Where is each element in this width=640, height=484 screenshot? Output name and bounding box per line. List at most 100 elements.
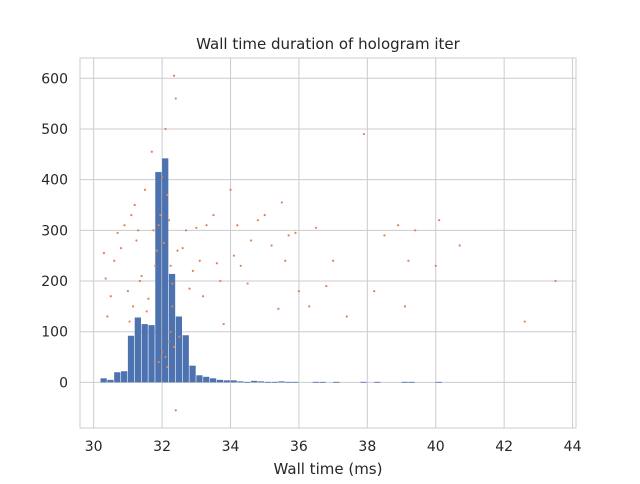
scatter-point xyxy=(191,269,194,272)
scatter-point xyxy=(314,226,318,229)
histogram-bar xyxy=(333,381,340,383)
scatter-point xyxy=(116,231,119,234)
histogram-bars xyxy=(100,158,442,383)
scatter-point xyxy=(178,335,181,338)
x-tick-labels: 30 32 34 36 38 40 42 44 xyxy=(85,439,582,455)
scatter-point xyxy=(157,361,160,364)
histogram-bar xyxy=(292,381,299,383)
scatter-point xyxy=(195,226,198,229)
x-axis-label: Wall time (ms) xyxy=(274,460,383,478)
scatter-point xyxy=(256,219,259,222)
scatter-point xyxy=(332,259,335,262)
scatter-point xyxy=(135,239,138,242)
x-tick-label: 32 xyxy=(153,439,171,455)
scatter-point xyxy=(407,259,410,262)
scatter-point xyxy=(126,290,129,293)
histogram-bar xyxy=(278,381,285,383)
scatter-point xyxy=(345,315,348,318)
scatter-point xyxy=(383,234,386,237)
histogram-bar xyxy=(257,381,265,383)
scatter-point xyxy=(212,214,215,217)
scatter-point xyxy=(152,229,155,232)
histogram-bar xyxy=(127,335,135,383)
histogram-bar xyxy=(203,376,210,383)
scatter-point xyxy=(198,259,201,262)
histogram-bar xyxy=(244,381,251,383)
scatter-point xyxy=(308,305,311,308)
scatter-point xyxy=(222,322,225,326)
scatter-point xyxy=(157,224,160,227)
scatter-point xyxy=(184,229,188,232)
scatter-point xyxy=(128,320,131,323)
y-tick-label: 100 xyxy=(41,325,68,341)
histogram-bar xyxy=(148,325,155,383)
histogram-bar xyxy=(223,380,230,383)
scatter-point xyxy=(373,290,376,293)
scatter-point xyxy=(403,305,407,308)
scatter-point xyxy=(164,355,167,359)
scatter-point xyxy=(239,264,242,267)
scatter-point xyxy=(215,262,218,265)
histogram-bar xyxy=(285,381,292,383)
scatter-point xyxy=(104,277,107,280)
scatter-point xyxy=(130,214,133,217)
scatter-point xyxy=(397,224,400,227)
scatter-point xyxy=(205,224,208,227)
scatter-point xyxy=(280,201,283,204)
scatter-point xyxy=(236,224,239,227)
y-tick-label: 300 xyxy=(41,223,68,239)
scatter-point xyxy=(362,132,366,136)
scatter-point xyxy=(174,97,177,100)
scatter-point xyxy=(123,224,126,227)
scatter-point xyxy=(106,315,109,318)
histogram-bar xyxy=(264,381,271,383)
scatter-point xyxy=(171,305,174,308)
scatter-point xyxy=(154,264,157,267)
scatter-point xyxy=(414,229,417,232)
scatter-point xyxy=(174,409,177,412)
scatter-points xyxy=(102,74,557,412)
scatter-point xyxy=(109,295,112,298)
scatter-point xyxy=(277,307,280,310)
scatter-point xyxy=(434,264,437,267)
scatter-point xyxy=(287,234,290,237)
scatter-point xyxy=(263,214,266,217)
scatter-point xyxy=(167,219,171,222)
y-tick-label: 500 xyxy=(41,122,68,138)
scatter-point xyxy=(294,231,297,234)
y-tick-label: 400 xyxy=(41,173,68,189)
scatter-point xyxy=(113,259,116,262)
histogram-bar xyxy=(216,379,224,383)
histogram-bar xyxy=(196,375,203,383)
scatter-point xyxy=(145,310,148,313)
scatter-point xyxy=(162,241,165,245)
histogram-bar xyxy=(237,381,244,383)
scatter-point xyxy=(133,203,136,207)
scatter-point xyxy=(140,274,143,278)
scatter-point xyxy=(554,279,557,283)
scatter-point xyxy=(166,193,169,196)
x-tick-label: 36 xyxy=(290,439,308,455)
scatter-point xyxy=(143,188,147,191)
histogram-bar xyxy=(271,381,278,383)
scatter-point xyxy=(166,366,169,369)
scatter-point xyxy=(169,264,172,267)
scatter-point xyxy=(171,282,174,285)
histogram-bar xyxy=(435,381,442,383)
y-tick-label: 0 xyxy=(59,375,68,391)
x-tick-label: 42 xyxy=(495,439,513,455)
scatter-point xyxy=(219,279,222,283)
scatter-point xyxy=(232,254,236,257)
histogram-bar xyxy=(182,335,189,383)
histogram-bar xyxy=(401,381,408,383)
histogram-bar xyxy=(175,316,183,383)
scatter-point xyxy=(119,246,123,250)
x-tick-label: 38 xyxy=(358,439,376,455)
chart-title: Wall time duration of hologram iter xyxy=(196,35,461,53)
scatter-point xyxy=(249,239,253,242)
histogram-bar xyxy=(408,381,415,383)
scatter-point xyxy=(138,279,141,283)
histogram-bar xyxy=(155,172,162,383)
y-tick-labels: 0 100 200 300 400 500 600 xyxy=(41,71,68,391)
